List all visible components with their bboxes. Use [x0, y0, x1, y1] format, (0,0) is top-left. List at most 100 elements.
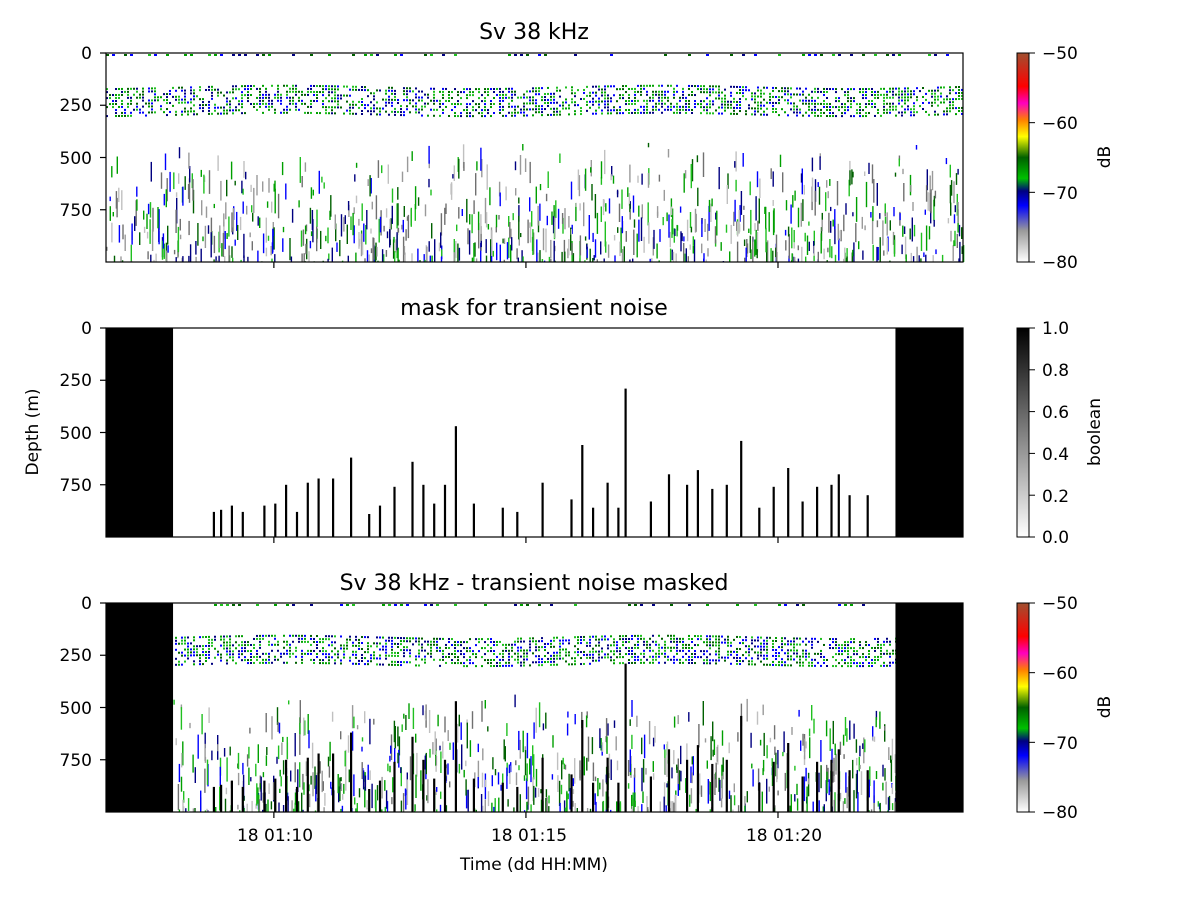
echo-cell [532, 652, 534, 655]
scatter-streak [518, 730, 520, 751]
surface-echo [454, 54, 457, 56]
scatter-streak [468, 230, 471, 255]
scatter-streak [495, 214, 498, 228]
echo-cell [859, 109, 861, 112]
scatter-streak [498, 797, 500, 812]
mask-spike [830, 759, 833, 813]
echo-cell [322, 641, 324, 644]
echo-cell [547, 101, 549, 104]
echo-cell [604, 656, 606, 659]
scatter-streak [654, 726, 656, 743]
echo-cell [655, 93, 657, 96]
echo-cell [286, 93, 288, 96]
echo-cell [730, 103, 732, 106]
echo-cell [706, 662, 708, 665]
echo-cell [553, 654, 555, 657]
echo-cell [298, 99, 300, 102]
echo-cell [259, 640, 261, 643]
echo-cell [889, 661, 891, 664]
scatter-streak [707, 779, 709, 804]
echo-cell [217, 653, 219, 656]
scatter-streak [603, 258, 605, 262]
scatter-streak [768, 786, 770, 792]
mask-block-end [895, 603, 963, 812]
scatter-streak [852, 759, 854, 779]
echo-cell [733, 638, 735, 641]
echo-cell [451, 91, 453, 94]
echo-cell [649, 655, 651, 658]
echo-cell [640, 87, 642, 90]
echo-cell [745, 89, 747, 92]
echo-cell [631, 661, 633, 664]
echo-cell [469, 662, 471, 665]
scatter-streak [330, 781, 332, 789]
echo-cell [649, 637, 651, 640]
scatter-streak [398, 736, 401, 756]
scatter-streak [715, 762, 717, 788]
echo-cell [754, 113, 756, 116]
echo-cell [460, 91, 462, 94]
echo-cell [640, 661, 642, 664]
scatter-streak [873, 736, 876, 742]
echo-cell [409, 111, 411, 114]
echo-cell [142, 90, 144, 93]
scatter-streak [256, 175, 258, 196]
echo-cell [961, 109, 963, 112]
echo-cell [289, 99, 291, 102]
echo-cell [577, 642, 579, 645]
echo-cell [142, 96, 144, 99]
scatter-streak [394, 726, 396, 749]
echo-cell [430, 643, 432, 646]
echo-cell [394, 636, 396, 639]
echo-cell [190, 648, 192, 651]
echo-cell [298, 640, 300, 643]
echo-cell [640, 111, 642, 114]
echo-cell [268, 99, 270, 102]
echo-cell [574, 660, 576, 663]
scatter-streak [676, 766, 678, 773]
echo-cell [469, 650, 471, 653]
scatter-streak [876, 183, 878, 206]
echo-cell [817, 652, 819, 655]
echo-cell [433, 99, 435, 102]
scatter-streak [297, 769, 299, 792]
echo-cell [640, 105, 642, 108]
scatter-streak [825, 192, 827, 212]
scatter-streak [149, 219, 151, 244]
echo-cell [709, 94, 711, 97]
mask-spike [740, 715, 743, 812]
echo-cell [484, 103, 486, 106]
echo-cell [691, 658, 693, 661]
echo-cell [724, 656, 726, 659]
echo-cell [454, 115, 456, 118]
echo-cell [505, 96, 507, 99]
echo-cell [517, 652, 519, 655]
echo-cell [745, 651, 747, 654]
scatter-streak [458, 247, 461, 261]
surface-echo [148, 54, 151, 56]
echo-cell [652, 105, 654, 108]
echo-cell [400, 637, 402, 640]
echo-cell [616, 109, 618, 112]
echo-cell [652, 96, 654, 99]
echo-cell [559, 639, 561, 642]
scatter-streak [513, 807, 515, 812]
scatter-streak [797, 207, 800, 228]
scatter-streak [302, 809, 304, 812]
echo-cell [529, 90, 531, 93]
echo-cell [406, 646, 408, 649]
echo-cell [745, 657, 747, 660]
echo-cell [523, 652, 525, 655]
echo-cell [277, 649, 279, 652]
echo-cell [865, 641, 867, 644]
echo-cell [799, 664, 801, 667]
echo-cell [850, 115, 852, 118]
scatter-streak [828, 212, 830, 233]
echo-cell [961, 94, 963, 97]
scatter-streak [709, 782, 711, 802]
echo-cell [766, 639, 768, 642]
scatter-streak [684, 170, 687, 179]
echo-cell [697, 103, 699, 106]
scatter-streak [401, 724, 403, 732]
